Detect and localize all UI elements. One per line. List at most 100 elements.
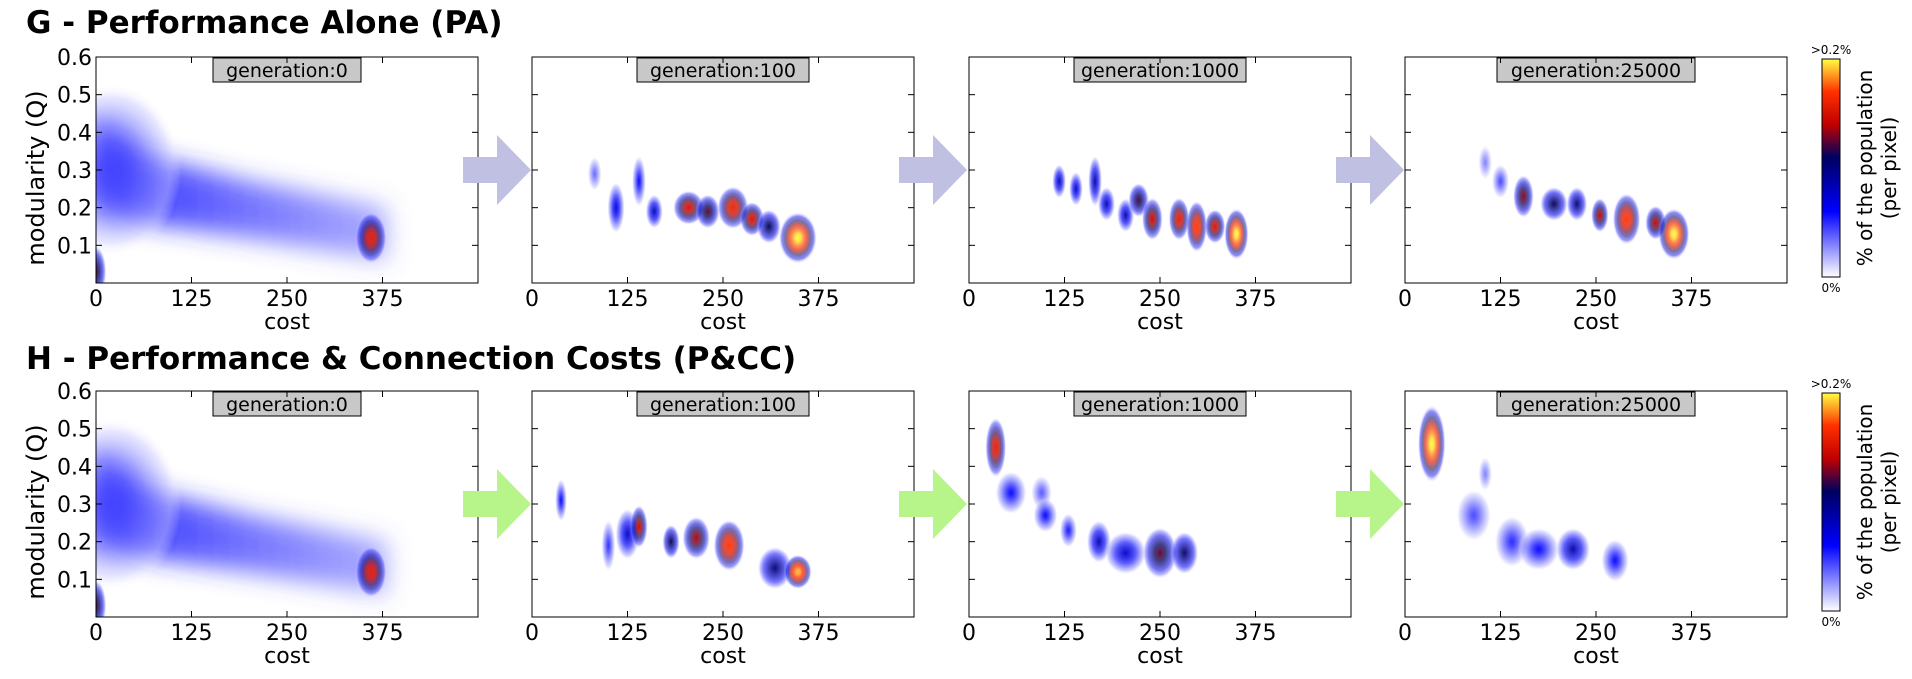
density-blob: [1658, 208, 1690, 261]
density-blob: [1104, 531, 1147, 575]
panel-frame: [968, 56, 1352, 284]
generation-label-text: generation:0: [226, 60, 348, 82]
x-tick-label: 250: [702, 621, 744, 646]
x-tick-label: 0: [525, 287, 539, 312]
x-tick-label: 125: [171, 287, 213, 312]
generation-label-text: generation:100: [650, 60, 796, 82]
density-blob: [96, 579, 107, 617]
colorbar-label: (per pixel): [1877, 117, 1901, 220]
panel-frame: [968, 390, 1352, 618]
x-axis-label: cost: [1137, 644, 1183, 669]
colorbar-label: % of the population: [1853, 70, 1877, 267]
arrow-icon: [463, 135, 531, 205]
density-blob: [1601, 538, 1630, 583]
y-tick-label: 0.1: [57, 568, 92, 593]
density-blob: [695, 194, 721, 229]
x-tick-label: 250: [1575, 287, 1617, 312]
y-axis-label: modularity (Q): [22, 424, 50, 599]
x-tick-label: 125: [1480, 287, 1522, 312]
x-tick-label: 375: [362, 621, 404, 646]
heatmap-panel-G-3: [1478, 145, 1690, 261]
y-tick-label: 0.6: [57, 46, 92, 71]
density-blob: [713, 519, 745, 572]
x-tick-label: 0: [89, 621, 103, 646]
density-blob: [555, 478, 568, 522]
density-blob: [756, 209, 782, 244]
density-blob: [778, 211, 818, 264]
arrow-icon: [899, 469, 967, 539]
x-tick-label: 0: [89, 287, 103, 312]
heatmap-panel-H-0: [96, 417, 387, 617]
x-tick-label: 250: [266, 287, 308, 312]
x-axis-label: cost: [1573, 310, 1619, 335]
y-tick-label: 0.4: [57, 121, 92, 146]
x-tick-label: 125: [607, 621, 649, 646]
y-tick-label: 0.3: [57, 159, 92, 184]
density-blob: [1456, 489, 1492, 542]
colorbar-max-label: >0.2%: [1811, 43, 1852, 57]
density-band: [96, 117, 387, 261]
generation-label: generation:0: [212, 391, 362, 417]
arrow-icon: [1336, 469, 1404, 539]
density-blob: [355, 211, 387, 264]
x-tick-label: 250: [266, 621, 308, 646]
density-blob: [631, 155, 646, 208]
x-tick-label: 250: [1139, 287, 1181, 312]
generation-label-text: generation:1000: [1081, 60, 1239, 82]
density-blob: [1141, 197, 1163, 241]
x-tick-label: 375: [1671, 621, 1713, 646]
density-blob: [1417, 404, 1446, 483]
x-tick-label: 0: [525, 621, 539, 646]
density-blob: [630, 504, 648, 549]
x-tick-label: 0: [962, 621, 976, 646]
density-blob: [601, 519, 616, 572]
density-blob: [1478, 145, 1493, 180]
generation-label-text: generation:1000: [1081, 394, 1239, 416]
density-blob: [96, 83, 182, 257]
density-blob: [96, 417, 182, 591]
density-blob: [645, 194, 664, 229]
colorbar-label: (per pixel): [1877, 451, 1901, 554]
density-blob: [607, 181, 625, 234]
x-tick-label: 375: [798, 621, 840, 646]
x-tick-label: 375: [1235, 621, 1277, 646]
density-blob: [355, 545, 387, 598]
y-tick-label: 0.5: [57, 84, 92, 109]
density-blob: [1517, 527, 1560, 571]
density-blob: [1478, 456, 1493, 492]
generation-label: generation:25000: [1496, 391, 1696, 417]
x-axis-label: cost: [264, 644, 310, 669]
panel-frame: [531, 390, 915, 618]
generation-label: generation:1000: [1073, 57, 1247, 83]
y-tick-label: 0.2: [57, 531, 92, 556]
generation-label: generation:25000: [1496, 57, 1696, 83]
density-blob: [1142, 526, 1178, 579]
generation-label-text: generation:25000: [1511, 394, 1681, 416]
density-blob: [1566, 186, 1588, 222]
x-axis-label: cost: [700, 310, 746, 335]
heatmap-panel-G-2: [1052, 155, 1249, 261]
density-blob: [1612, 192, 1641, 245]
density-blob: [1052, 163, 1067, 199]
density-blob: [1033, 497, 1058, 533]
density-blob: [1512, 174, 1534, 219]
x-tick-label: 375: [1235, 287, 1277, 312]
generation-label-text: generation:0: [226, 394, 348, 416]
density-blob: [757, 546, 793, 590]
density-blob: [1068, 171, 1083, 207]
colorbar-max-label: >0.2%: [1811, 377, 1852, 391]
x-tick-label: 250: [702, 287, 744, 312]
y-tick-label: 0.1: [57, 234, 92, 259]
colorbar: [1821, 58, 1841, 278]
generation-label: generation:100: [636, 391, 810, 417]
x-tick-label: 0: [962, 287, 976, 312]
colorbar: [1821, 392, 1841, 612]
y-tick-label: 0.3: [57, 493, 92, 518]
x-tick-label: 0: [1398, 287, 1412, 312]
heatmap-panel-H-1: [555, 478, 812, 590]
density-blob: [1539, 186, 1569, 222]
density-blob: [1204, 209, 1226, 244]
x-tick-label: 0: [1398, 621, 1412, 646]
arrow-icon: [1336, 135, 1404, 205]
